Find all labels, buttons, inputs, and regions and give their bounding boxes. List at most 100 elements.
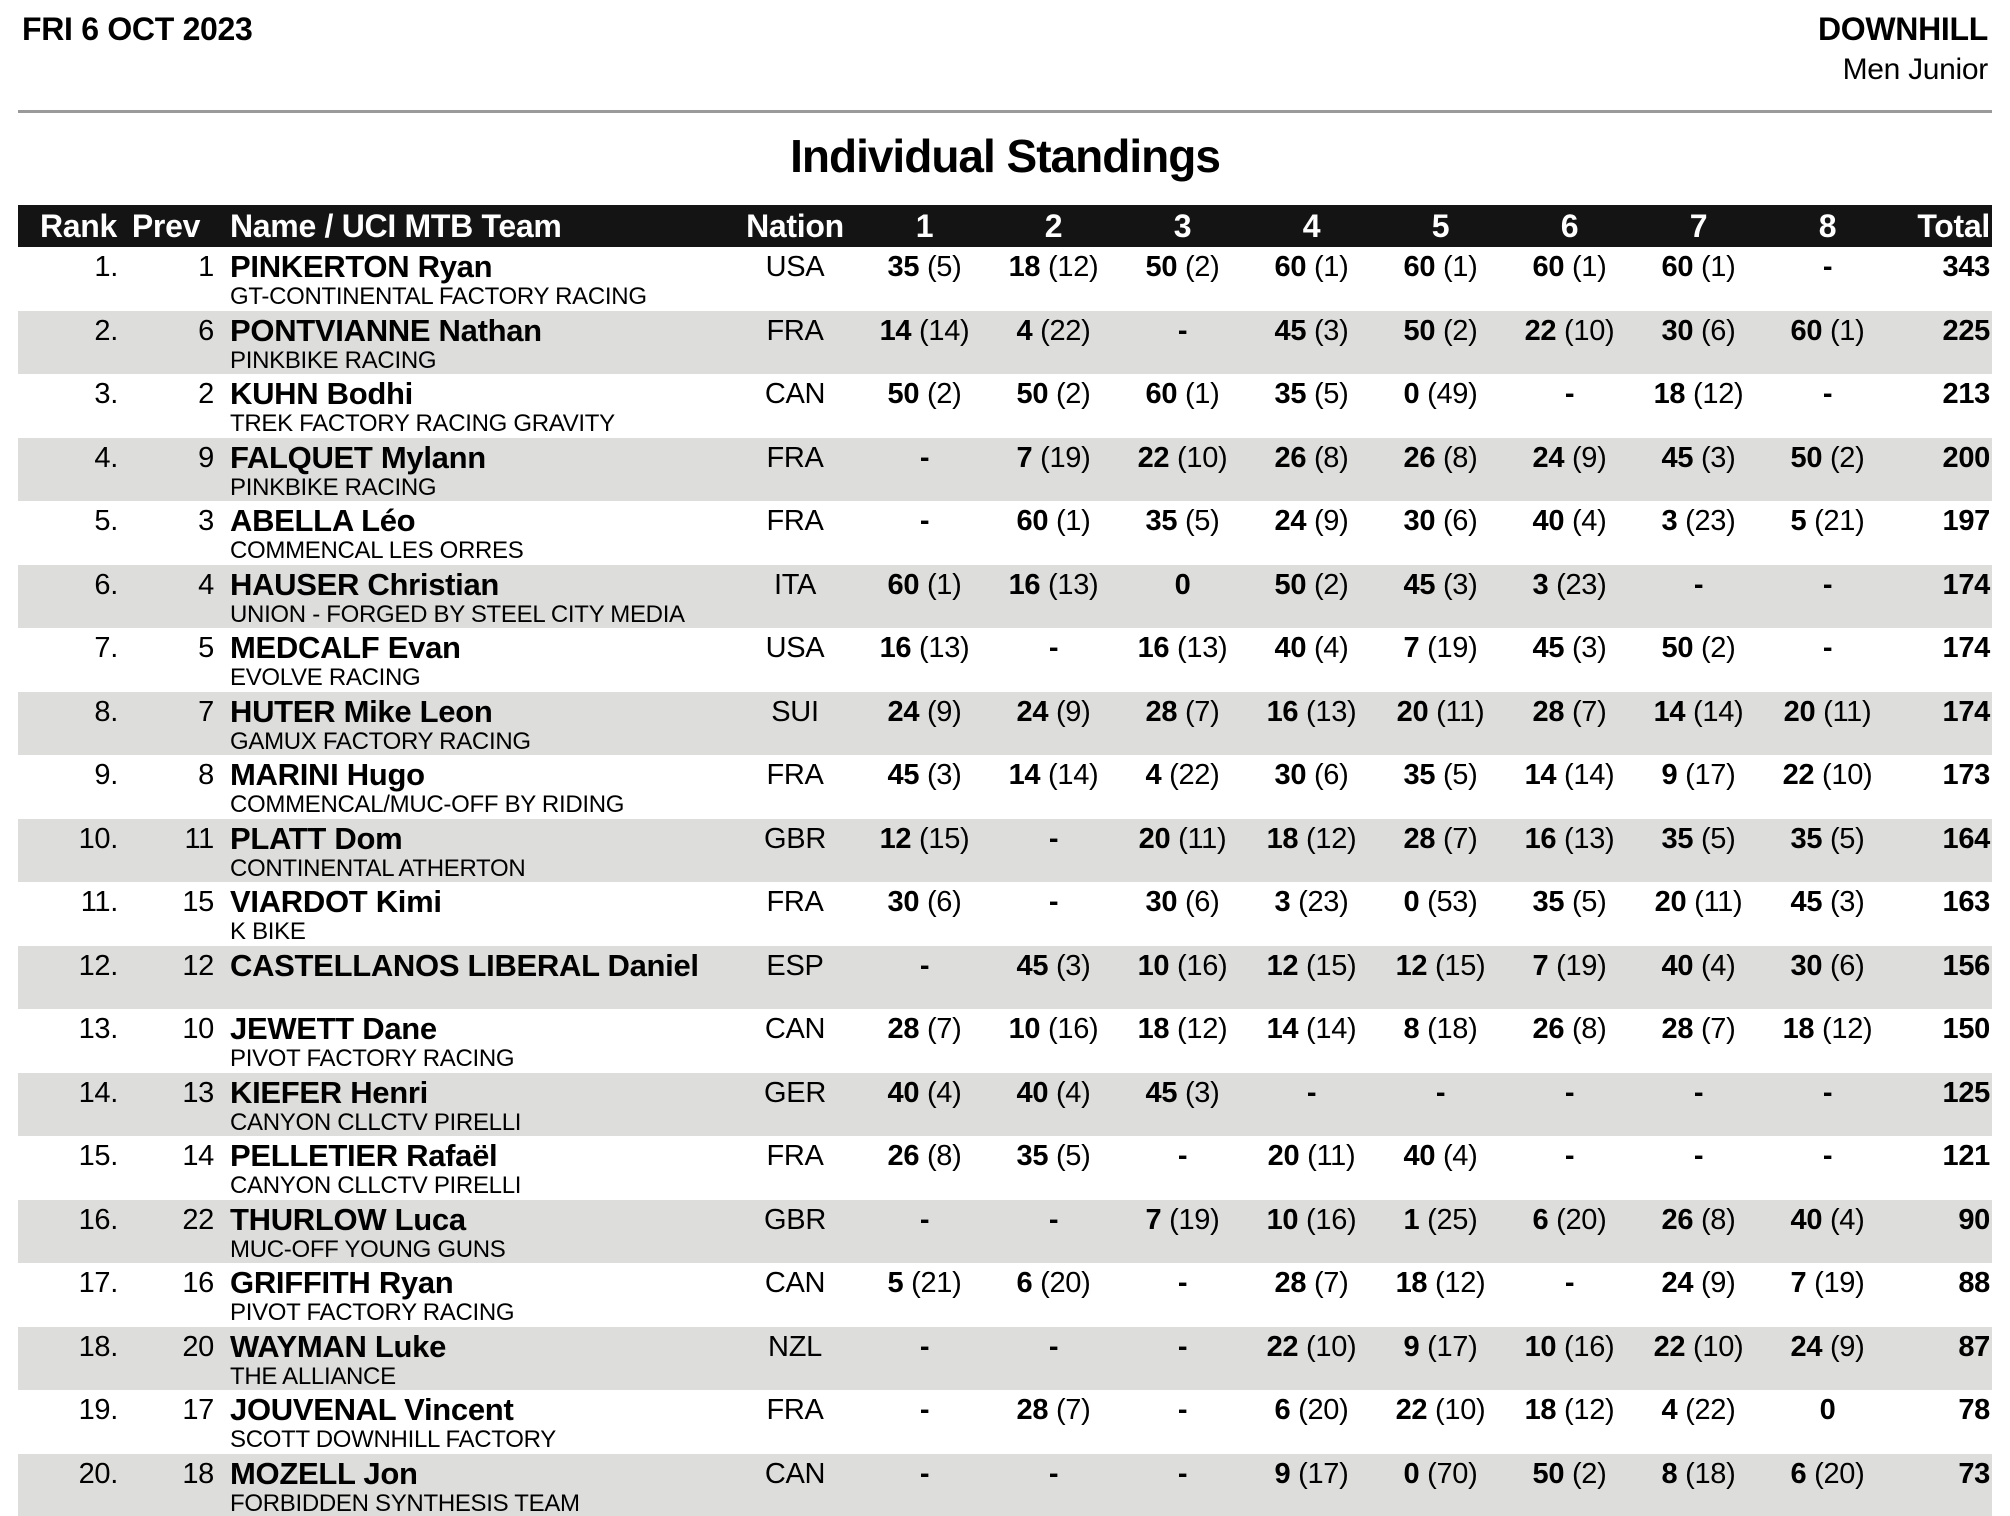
points-value: - — [1822, 251, 1833, 283]
race-3-points-cell: - — [1118, 1454, 1247, 1516]
points-value: 6 — [1532, 1203, 1549, 1236]
nation-cell: FRA — [766, 886, 824, 918]
nation-cell: FRA — [766, 1140, 824, 1172]
race-6-points-cell: - — [1505, 1263, 1634, 1327]
points-value: 45 — [1016, 949, 1049, 982]
points-value: 24 — [1274, 505, 1307, 537]
race-2-points-cell: 50 (2) — [989, 374, 1118, 438]
total-points-cell: 163 — [1942, 886, 1991, 918]
race-3-points-cell: - — [1118, 1263, 1247, 1327]
race-position: (14) — [1048, 759, 1099, 791]
team-name: FORBIDDEN SYNTHESIS TEAM — [230, 1489, 580, 1516]
table-row: 14. 13 KIEFER Henri CANYON CLLCTV PIRELLI GE… — [18, 1072, 1992, 1137]
race-6-points-cell: 26 (8) — [1505, 1009, 1634, 1073]
race-position: (4) — [926, 1076, 962, 1109]
race-position: (3) — [1571, 632, 1607, 664]
race-position: (6) — [926, 886, 962, 918]
race-6-points-cell: 40 (4) — [1505, 501, 1634, 565]
column-header-7: 7 — [1689, 207, 1708, 244]
points-value: 40 — [1532, 505, 1565, 537]
race-position: (4) — [1829, 1203, 1865, 1236]
team-name: CONTINENTAL ATHERTON — [230, 854, 526, 882]
points-value: 20 — [1783, 695, 1816, 728]
rank-cell: 20. — [78, 1457, 119, 1490]
column-header-4: 4 — [1302, 207, 1321, 244]
race-6-points-cell: 35 (5) — [1505, 882, 1634, 946]
race-4-points-cell: 60 (1) — [1247, 247, 1376, 311]
race-6-points-cell: 24 (9) — [1505, 438, 1634, 502]
rank-cell: 13. — [78, 1013, 119, 1045]
team-name: MUC-OFF YOUNG GUNS — [230, 1235, 506, 1263]
points-value: 4 — [1145, 759, 1162, 791]
points-value: 26 — [1274, 441, 1307, 474]
rank-cell: 6. — [94, 568, 118, 601]
race-2-points-cell: 40 (4) — [989, 1073, 1118, 1137]
race-position: (5) — [1184, 505, 1220, 537]
points-value: 0 — [1819, 1394, 1836, 1426]
points-value: - — [1048, 1203, 1059, 1236]
race-3-points-cell: - — [1118, 1390, 1247, 1454]
points-value: - — [1693, 1076, 1704, 1109]
race-position: (7) — [1571, 695, 1607, 728]
race-6-points-cell: 7 (19) — [1505, 946, 1634, 1010]
points-value: 45 — [1661, 441, 1694, 474]
page-title: Individual Standings — [790, 130, 1221, 182]
race-6-points-cell: 6 (20) — [1505, 1200, 1634, 1264]
points-value: 22 — [1266, 1330, 1299, 1363]
race-position: (1) — [926, 568, 962, 601]
column-header-5: 5 — [1431, 207, 1450, 244]
race-3-points-cell: 10 (16) — [1118, 946, 1247, 1010]
race-5-points-cell: 9 (17) — [1376, 1327, 1505, 1391]
race-5-points-cell: 30 (6) — [1376, 501, 1505, 565]
race-4-points-cell: 6 (20) — [1247, 1390, 1376, 1454]
points-value: 6 — [1016, 1267, 1033, 1299]
race-2-points-cell: 16 (13) — [989, 565, 1118, 629]
race-position: (19) — [1427, 632, 1478, 664]
race-7-points-cell: 35 (5) — [1634, 819, 1763, 883]
table-row: 4. 9 FALQUET Mylann PINKBIKE RACING FRA -7 (1… — [18, 437, 1992, 502]
points-value: 18 — [1395, 1267, 1428, 1299]
race-8-points-cell: 40 (4) — [1763, 1200, 1892, 1264]
race-4-points-cell: 12 (15) — [1247, 946, 1376, 1010]
race-2-points-cell: - — [989, 628, 1118, 692]
race-2-points-cell: 4 (22) — [989, 311, 1118, 375]
points-value: 26 — [1403, 441, 1436, 474]
points-value: 35 — [1661, 822, 1694, 855]
race-position: (14) — [1306, 1013, 1357, 1045]
table-header-row: Rank Prev Name / UCI MTB Team Nation 1 2 3 4 5 6 7… — [18, 205, 1992, 247]
total-points-cell: 156 — [1942, 949, 1991, 982]
points-value: 50 — [1274, 568, 1307, 601]
total-points-cell: 225 — [1942, 314, 1991, 347]
points-value: 14 — [879, 314, 912, 347]
race-position: (12) — [1564, 1394, 1615, 1426]
race-4-points-cell: 24 (9) — [1247, 501, 1376, 565]
points-value: 60 — [1532, 251, 1565, 283]
points-value: 50 — [1403, 314, 1436, 347]
race-position: (2) — [926, 378, 962, 410]
race-6-points-cell: - — [1505, 374, 1634, 438]
race-7-points-cell: 60 (1) — [1634, 247, 1763, 311]
race-position: (23) — [1685, 505, 1736, 537]
race-5-points-cell: 35 (5) — [1376, 755, 1505, 819]
race-3-points-cell: - — [1118, 1327, 1247, 1391]
points-value: - — [1177, 1140, 1188, 1172]
points-value: 24 — [1532, 441, 1565, 474]
table-row: 11. 15 VIARDOT Kimi K BIKE FRA 30 (6) -30 (6) 3… — [18, 882, 1992, 946]
total-points-cell: 73 — [1958, 1457, 1990, 1490]
name-cell: JOUVENAL Vincent SCOTT DOWNHILL FACTORY — [214, 1390, 730, 1454]
points-value: 12 — [879, 822, 912, 855]
race-3-points-cell: 45 (3) — [1118, 1073, 1247, 1137]
race-1-points-cell: - — [860, 1454, 989, 1516]
race-position: (6) — [1700, 314, 1736, 347]
points-value: 45 — [887, 759, 920, 791]
points-value: 10 — [1266, 1203, 1299, 1236]
race-position: (1) — [1055, 505, 1091, 537]
points-value: 18 — [1008, 251, 1041, 283]
total-points-cell: 78 — [1958, 1394, 1990, 1426]
points-value: 5 — [1790, 505, 1807, 537]
table-row: 19. 17 JOUVENAL Vincent SCOTT DOWNHILL FACT… — [18, 1390, 1992, 1454]
race-position: (10) — [1693, 1330, 1744, 1363]
points-value: 22 — [1137, 441, 1170, 474]
race-7-points-cell: 9 (17) — [1634, 755, 1763, 819]
points-value: 45 — [1532, 632, 1565, 664]
